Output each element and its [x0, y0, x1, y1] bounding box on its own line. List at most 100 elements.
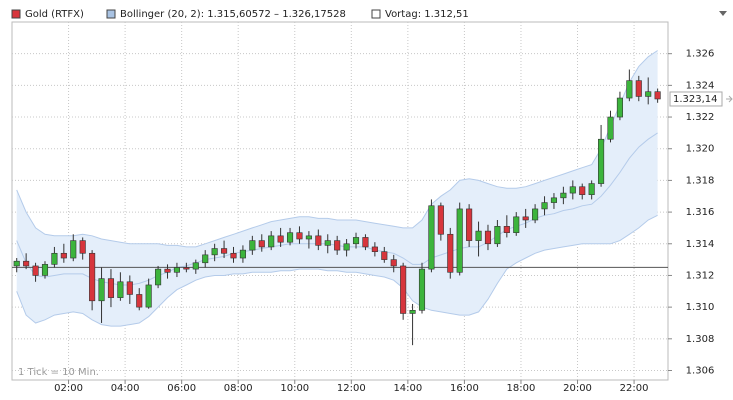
candle-body	[211, 248, 218, 256]
x-tick-label: 04:00	[111, 383, 140, 394]
last-price-arrow	[726, 95, 733, 103]
candle-body	[136, 294, 143, 308]
legend-label: Bollinger (20, 2): 1.315,60572 – 1.326,1…	[120, 9, 346, 20]
bollinger-upper	[16, 50, 658, 248]
candle-body	[560, 192, 567, 199]
x-tick-label: 16:00	[450, 383, 479, 394]
bollinger-lower	[16, 214, 658, 327]
last-price-box	[669, 91, 723, 107]
candle-body	[616, 97, 623, 118]
candle-body	[286, 232, 294, 243]
candle-body	[409, 310, 416, 314]
candle-body	[371, 246, 378, 252]
candle-body	[437, 205, 444, 235]
candle-body	[173, 267, 180, 273]
candle-body	[89, 252, 96, 302]
candle-body	[155, 268, 162, 286]
y-tick-label: 1.312	[686, 270, 715, 281]
candle-body	[390, 259, 397, 267]
legend-swatch	[11, 9, 21, 19]
candle-body	[268, 235, 275, 248]
candle-body	[249, 240, 256, 251]
candle-body	[569, 186, 576, 194]
candle-body	[183, 267, 190, 270]
candle-body	[324, 240, 331, 246]
candle-body	[522, 216, 529, 221]
y-tick-label: 1.324	[686, 80, 715, 91]
candle-body	[598, 138, 605, 184]
candle-body	[654, 91, 661, 100]
x-tick-label: 06:00	[167, 383, 196, 394]
candle-body	[239, 249, 246, 259]
candle-body	[13, 260, 20, 267]
candle-body	[98, 278, 105, 302]
candle-body	[579, 186, 586, 195]
candle-body	[230, 252, 237, 259]
candle-body	[23, 260, 30, 267]
candle-body	[362, 237, 369, 248]
bollinger-band	[16, 50, 658, 327]
candle-body	[107, 278, 115, 298]
candle-body	[192, 262, 199, 270]
x-tick-label: 08:00	[224, 383, 253, 394]
candle-body	[70, 240, 77, 259]
candle-body	[400, 265, 407, 314]
y-tick-label: 1.306	[686, 365, 715, 376]
legend-swatch	[371, 9, 381, 19]
x-tick-label: 10:00	[280, 383, 309, 394]
legend-swatch	[106, 9, 116, 19]
candle-body	[296, 232, 303, 240]
menu-arrow[interactable]	[719, 11, 727, 16]
candle-body	[588, 183, 595, 195]
candle-body	[626, 80, 633, 99]
candle-body	[79, 240, 86, 254]
legend-label: Vortag: 1.312,51	[385, 9, 469, 20]
candle-body	[60, 252, 67, 259]
x-tick-label: 14:00	[393, 383, 422, 394]
y-tick-label: 1.314	[686, 239, 715, 250]
candle-body	[503, 226, 510, 233]
y-tick-label: 1.308	[686, 334, 715, 345]
candle-body	[466, 208, 473, 241]
candle-body	[381, 251, 388, 260]
candle-body	[145, 284, 152, 308]
candle-body	[305, 235, 312, 240]
last-price-label: 1.323,14	[673, 94, 718, 105]
candle-body	[645, 91, 652, 97]
x-tick-label: 12:00	[337, 383, 366, 394]
candle-body	[352, 237, 360, 245]
candle-body	[343, 243, 350, 251]
candle-body	[41, 264, 49, 276]
x-tick-label: 22:00	[620, 383, 649, 394]
y-tick-label: 1.326	[686, 49, 715, 60]
candle-body	[532, 208, 539, 221]
candle-body	[221, 248, 228, 254]
candle-body	[494, 226, 501, 245]
candle-body	[164, 268, 171, 273]
legend-label: Gold (RTFX)	[25, 9, 84, 20]
y-tick-label: 1.320	[686, 144, 715, 155]
y-tick-label: 1.318	[686, 175, 715, 186]
candle-body	[475, 230, 482, 241]
candle-body	[418, 268, 426, 311]
candle-body	[126, 281, 133, 295]
candle-body	[541, 202, 548, 210]
candle-body	[456, 208, 463, 273]
candle-body	[315, 235, 322, 246]
candle-body	[202, 254, 209, 264]
candle-body	[513, 216, 520, 233]
x-tick-label: 20:00	[563, 383, 592, 394]
y-tick-label: 1.322	[686, 112, 715, 123]
candle-body	[117, 281, 124, 298]
candle-body	[51, 252, 58, 265]
candle-body	[550, 197, 558, 203]
candle-body	[258, 240, 265, 248]
x-tick-label: 18:00	[507, 383, 536, 394]
y-tick-label: 1.310	[686, 302, 715, 313]
candle-body	[447, 233, 454, 273]
y-tick-label: 1.316	[686, 207, 715, 218]
candle-body	[428, 205, 435, 270]
plot-frame	[11, 21, 669, 381]
candle-body	[32, 265, 39, 276]
